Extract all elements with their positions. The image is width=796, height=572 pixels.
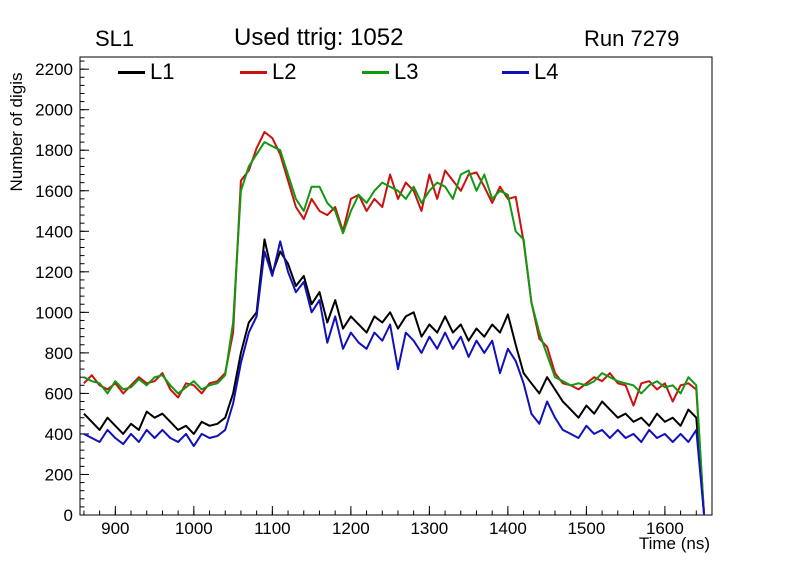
legend-label: L3 [394,59,419,84]
legend-label: L1 [150,59,175,84]
y-tick-label: 1800 [35,141,73,160]
y-tick-label: 2000 [35,101,73,120]
legend-line-swatch [502,70,529,74]
x-axis-title: Time (ns) [639,534,710,553]
y-tick-label: 1400 [35,222,73,241]
y-tick-label: 800 [45,344,73,363]
legend-item-L3: L3 [362,60,418,84]
y-axis-title: Number of digis [7,72,26,191]
superlayer-title: SL1 [95,26,135,51]
x-tick-label: 900 [101,519,129,538]
plot-title: Used ttrig: 1052 [234,24,404,51]
y-tick-label: 0 [64,506,73,525]
axis-tick-labels: 900 1000 1100 1200 1300 1400 1500 1600 0 200 400 60… [35,60,684,538]
series-line-L4 [83,240,706,516]
legend-item-L2: L2 [240,60,296,84]
x-tick-label: 1400 [489,519,527,538]
x-tick-label: 1500 [567,519,605,538]
x-tick-label: 1000 [175,519,213,538]
legend-item-L1: L1 [118,60,174,84]
x-tick-label: 1600 [646,519,684,538]
series-line-L1 [83,238,706,516]
x-tick-label: 1100 [254,519,291,538]
x-tick-label: 1300 [410,519,448,538]
y-tick-label: 1200 [35,263,73,282]
legend-label: L2 [272,59,297,84]
series-line-L3 [83,141,706,516]
series-line-L2 [83,131,706,516]
legend-line-swatch [118,70,145,74]
y-tick-label: 600 [45,384,73,403]
y-tick-label: 1000 [35,303,73,322]
y-tick-label: 2200 [35,60,73,79]
x-tick-label: 1200 [332,519,370,538]
series-lines [83,131,706,516]
y-tick-label: 200 [45,465,73,484]
axis-ticks [80,60,697,516]
y-tick-label: 1600 [35,182,73,201]
y-tick-label: 400 [45,425,73,444]
plot-frame [79,56,713,516]
legend-line-swatch [240,70,267,74]
run-title: Run 7279 [584,26,680,51]
legend-item-L4: L4 [502,60,558,84]
legend-line-swatch [362,70,389,74]
legend-label: L4 [534,59,559,84]
